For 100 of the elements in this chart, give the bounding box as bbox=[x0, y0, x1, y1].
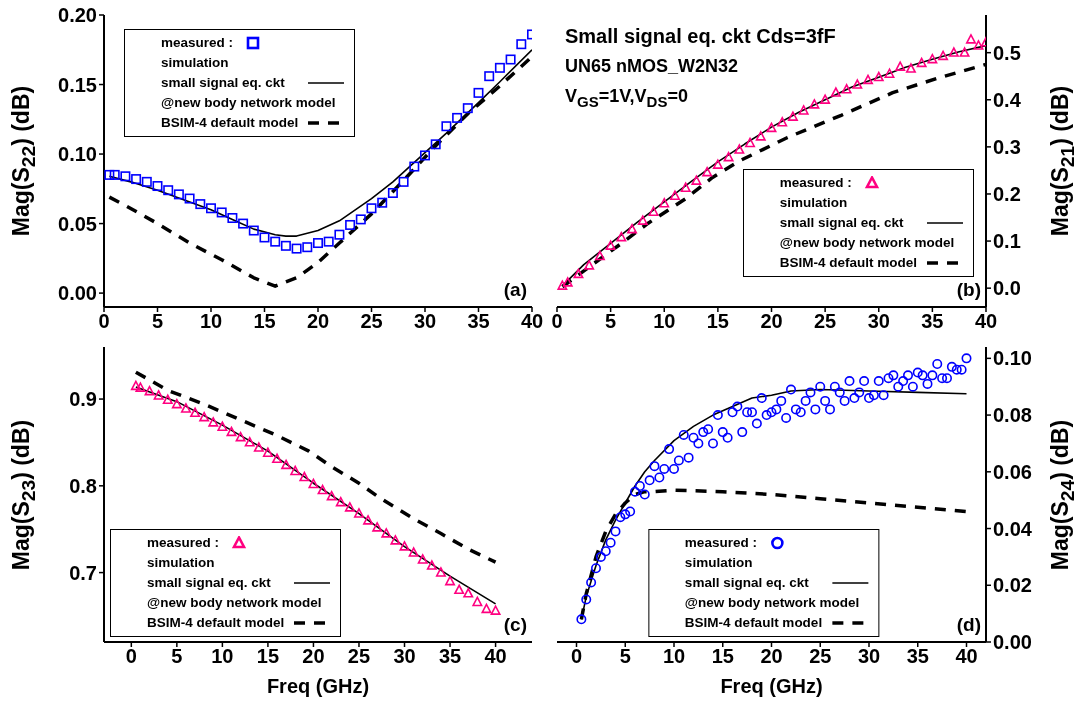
annotation: V$_{GS}$=1V,V$_{DS}$=0 bbox=[565, 85, 689, 112]
x-tick-label: 35 bbox=[438, 645, 462, 668]
legend-label: small signal eq. ckt bbox=[684, 574, 809, 592]
point bbox=[435, 567, 446, 577]
legend-label: BSIM-4 default model bbox=[147, 614, 285, 632]
point bbox=[605, 240, 616, 250]
point bbox=[473, 87, 484, 98]
point bbox=[462, 103, 473, 114]
x-tick-label: 15 bbox=[256, 645, 280, 668]
point bbox=[884, 68, 895, 79]
y-tick-label: 0.00 bbox=[58, 282, 97, 305]
point bbox=[420, 150, 430, 161]
point bbox=[131, 174, 142, 185]
legend-label: measured : bbox=[161, 34, 234, 52]
point bbox=[206, 203, 216, 214]
point bbox=[270, 236, 281, 247]
point bbox=[195, 199, 206, 210]
annotation: simulation bbox=[161, 54, 230, 72]
point bbox=[235, 431, 246, 442]
x-tick-label: 25 bbox=[347, 645, 371, 668]
point bbox=[755, 131, 766, 141]
point bbox=[377, 197, 388, 208]
y2-tick-label: 0.08 bbox=[993, 404, 1032, 427]
legend-label: small signal eq. ckt bbox=[161, 74, 285, 92]
x-tick-label: 30 bbox=[393, 645, 416, 668]
y-tick-label: 0.15 bbox=[58, 73, 97, 96]
legend-label: measured : bbox=[147, 534, 220, 552]
point bbox=[637, 215, 648, 225]
y2-tick-label: 0.4 bbox=[993, 88, 1022, 111]
point bbox=[584, 260, 595, 270]
x-tick-label: 30 bbox=[857, 645, 881, 668]
x-tick-label: 25 bbox=[814, 310, 837, 333]
y-tick-label: 0.9 bbox=[69, 388, 97, 411]
point bbox=[323, 236, 334, 247]
point bbox=[702, 166, 713, 177]
point bbox=[317, 484, 328, 495]
x-tick-label: 35 bbox=[906, 645, 929, 668]
point bbox=[259, 232, 270, 243]
point bbox=[494, 62, 505, 73]
point bbox=[472, 596, 483, 607]
annotation: simulation bbox=[147, 554, 216, 572]
y-tick-label: 0.05 bbox=[58, 212, 97, 235]
point bbox=[973, 40, 984, 50]
x-tick-label: 40 bbox=[955, 645, 978, 668]
y2-tick-label: 0.1 bbox=[993, 230, 1021, 253]
point bbox=[217, 421, 228, 431]
point bbox=[238, 218, 249, 229]
x-tick-label: 0 bbox=[98, 310, 110, 333]
x-tick-label: 35 bbox=[921, 310, 944, 333]
x-tick-label: 0 bbox=[551, 310, 563, 333]
point bbox=[948, 47, 959, 57]
x-tick-label: 0 bbox=[570, 645, 583, 668]
point bbox=[104, 169, 115, 180]
x-tick-label: 30 bbox=[413, 310, 437, 333]
point bbox=[153, 390, 164, 400]
point bbox=[398, 176, 409, 187]
point bbox=[144, 385, 155, 396]
point bbox=[490, 605, 501, 615]
point bbox=[227, 213, 238, 224]
point bbox=[262, 447, 273, 458]
point bbox=[302, 242, 313, 253]
x-tick-label: 25 bbox=[809, 645, 832, 668]
legend-label: BSIM-4 default model bbox=[161, 114, 299, 132]
x-axis-title: Freq (GHz) bbox=[720, 675, 823, 698]
legend-label: BSIM-4 default model bbox=[684, 614, 823, 632]
point bbox=[335, 496, 346, 507]
point bbox=[390, 535, 401, 545]
y2-tick-label: 0.3 bbox=[993, 135, 1021, 158]
point bbox=[959, 47, 970, 57]
point bbox=[120, 171, 131, 182]
y-tick-label: 0.8 bbox=[69, 474, 97, 497]
x-tick-label: 5 bbox=[151, 310, 164, 333]
point bbox=[441, 121, 452, 132]
legend-label: small signal eq. ckt bbox=[779, 214, 904, 232]
legend-label: measured : bbox=[684, 534, 757, 552]
point bbox=[226, 426, 237, 437]
point bbox=[481, 603, 492, 614]
point bbox=[216, 207, 227, 218]
point bbox=[366, 203, 377, 214]
point bbox=[680, 182, 691, 193]
point bbox=[965, 34, 976, 44]
point bbox=[463, 587, 474, 598]
point bbox=[452, 112, 463, 123]
point bbox=[430, 139, 441, 150]
y2-tick-label: 0.00 bbox=[993, 631, 1032, 654]
annotation: @new body network model bbox=[161, 94, 337, 112]
x-tick-label: 5 bbox=[171, 645, 183, 668]
point bbox=[873, 71, 884, 82]
y-tick-label: 0.10 bbox=[58, 143, 97, 166]
x-tick-label: 15 bbox=[706, 310, 729, 333]
text: UN65 nMOS_W2N32 bbox=[565, 55, 740, 78]
point bbox=[199, 411, 210, 422]
point bbox=[299, 471, 310, 482]
point bbox=[173, 189, 184, 200]
point bbox=[180, 403, 191, 413]
point bbox=[516, 39, 527, 50]
point bbox=[184, 193, 195, 204]
y2-tick-label: 0.2 bbox=[993, 183, 1021, 206]
annotation: (b) bbox=[956, 279, 981, 301]
point bbox=[616, 231, 627, 242]
